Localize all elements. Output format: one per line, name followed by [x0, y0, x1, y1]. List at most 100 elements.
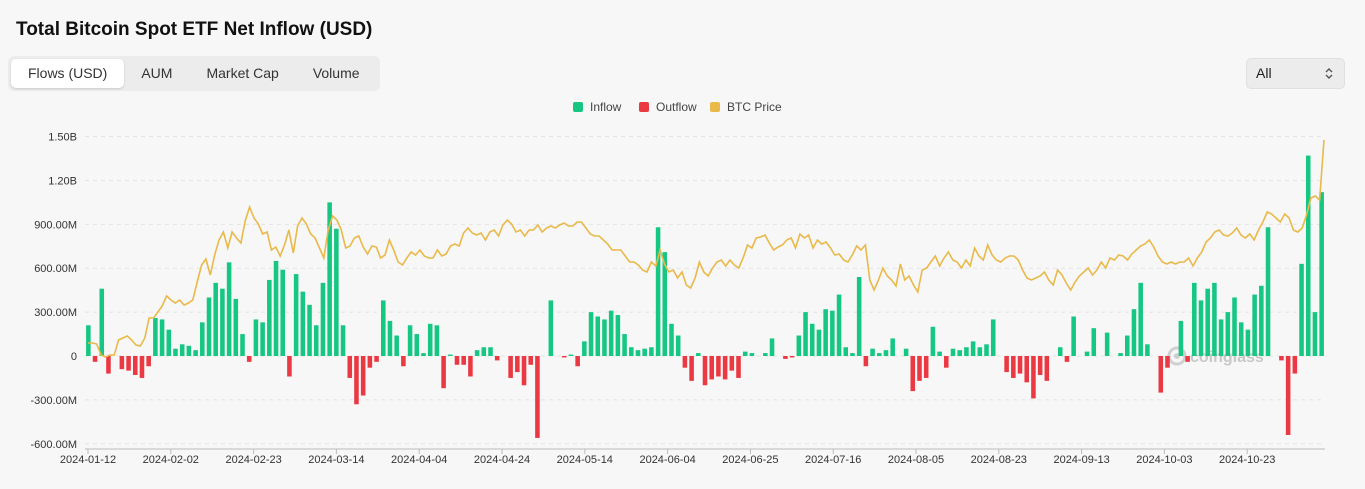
outflow-bar[interactable]: [1024, 356, 1030, 383]
inflow-bar[interactable]: [1057, 347, 1063, 356]
inflow-bar[interactable]: [407, 325, 413, 356]
inflow-bar[interactable]: [883, 350, 889, 356]
inflow-bar[interactable]: [1259, 285, 1264, 356]
outflow-bar[interactable]: [863, 356, 869, 367]
inflow-bar[interactable]: [1131, 309, 1137, 356]
inflow-bar[interactable]: [602, 319, 607, 357]
inflow-bar[interactable]: [856, 277, 862, 356]
outflow-bar[interactable]: [944, 356, 949, 368]
inflow-bar[interactable]: [876, 353, 882, 356]
outflow-bar[interactable]: [917, 356, 922, 381]
inflow-bar[interactable]: [334, 228, 339, 356]
inflow-bar[interactable]: [628, 347, 634, 356]
tab-flows[interactable]: Flows (USD): [11, 59, 125, 88]
inflow-bar[interactable]: [742, 351, 748, 356]
inflow-bar[interactable]: [568, 354, 574, 356]
inflow-bar[interactable]: [850, 353, 855, 356]
inflow-bar[interactable]: [240, 334, 245, 357]
outflow-bar[interactable]: [106, 356, 111, 374]
inflow-bar[interactable]: [166, 329, 172, 356]
outflow-bar[interactable]: [374, 356, 379, 362]
outflow-bar[interactable]: [347, 356, 353, 378]
inflow-bar[interactable]: [159, 319, 165, 357]
outflow-bar[interactable]: [789, 356, 795, 358]
range-select[interactable]: All: [1246, 58, 1345, 89]
inflow-bar[interactable]: [769, 338, 775, 356]
outflow-bar[interactable]: [722, 356, 728, 380]
inflow-bar[interactable]: [1232, 297, 1237, 356]
outflow-bar[interactable]: [1037, 356, 1043, 376]
outflow-bar[interactable]: [1165, 356, 1170, 368]
inflow-bar[interactable]: [340, 325, 346, 356]
inflow-bar[interactable]: [582, 341, 587, 356]
inflow-bar[interactable]: [669, 323, 674, 356]
inflow-bar[interactable]: [1218, 319, 1224, 357]
inflow-bar[interactable]: [957, 350, 962, 356]
outflow-bar[interactable]: [119, 356, 125, 370]
inflow-bar[interactable]: [1319, 192, 1324, 356]
inflow-bar[interactable]: [179, 344, 185, 356]
inflow-bar[interactable]: [655, 227, 661, 356]
inflow-bar[interactable]: [930, 326, 936, 356]
outflow-bar[interactable]: [461, 356, 466, 365]
inflow-bar[interactable]: [675, 335, 681, 356]
inflow-bar[interactable]: [870, 348, 875, 357]
inflow-bar[interactable]: [1205, 288, 1210, 356]
outflow-bar[interactable]: [528, 356, 534, 365]
outflow-bar[interactable]: [1279, 356, 1284, 361]
outflow-bar[interactable]: [146, 356, 151, 367]
legend-label-btc-price[interactable]: BTC Price: [727, 100, 782, 114]
outflow-bar[interactable]: [1044, 356, 1050, 381]
inflow-bar[interactable]: [749, 353, 755, 356]
inflow-bar[interactable]: [213, 282, 218, 356]
inflow-bar[interactable]: [1299, 263, 1304, 356]
outflow-bar[interactable]: [1185, 356, 1190, 362]
outflow-bar[interactable]: [682, 356, 688, 368]
inflow-bar[interactable]: [970, 341, 976, 356]
inflow-bar[interactable]: [307, 304, 312, 357]
outflow-bar[interactable]: [561, 356, 567, 358]
inflow-bar[interactable]: [548, 300, 554, 356]
outflow-bar[interactable]: [1031, 356, 1036, 399]
inflow-bar[interactable]: [823, 309, 828, 356]
outflow-bar[interactable]: [360, 356, 366, 396]
inflow-bar[interactable]: [649, 347, 654, 356]
inflow-bar[interactable]: [481, 347, 487, 356]
inflow-bar[interactable]: [260, 322, 265, 356]
inflow-bar[interactable]: [809, 323, 815, 356]
inflow-bar[interactable]: [293, 274, 299, 356]
inflow-bar[interactable]: [474, 350, 480, 356]
inflow-bar[interactable]: [320, 282, 326, 356]
inflow-bar[interactable]: [1145, 344, 1150, 356]
inflow-bar[interactable]: [186, 345, 192, 356]
inflow-bar[interactable]: [830, 310, 835, 356]
outflow-bar[interactable]: [139, 356, 145, 378]
inflow-bar[interactable]: [153, 317, 158, 356]
outflow-bar[interactable]: [246, 356, 252, 362]
inflow-bar[interactable]: [696, 353, 701, 356]
inflow-bar[interactable]: [280, 269, 286, 356]
inflow-bar[interactable]: [796, 335, 802, 356]
outflow-bar[interactable]: [515, 356, 520, 373]
outflow-bar[interactable]: [729, 356, 735, 371]
inflow-bar[interactable]: [220, 288, 225, 356]
inflow-bar[interactable]: [642, 348, 647, 357]
inflow-bar[interactable]: [903, 348, 909, 357]
inflow-bar[interactable]: [99, 288, 105, 356]
inflow-bar[interactable]: [273, 260, 279, 356]
inflow-bar[interactable]: [984, 344, 989, 356]
inflow-bar[interactable]: [300, 291, 306, 356]
inflow-bar[interactable]: [1238, 322, 1244, 356]
inflow-bar[interactable]: [608, 310, 614, 356]
inflow-bar[interactable]: [588, 312, 594, 356]
outflow-bar[interactable]: [923, 356, 929, 378]
inflow-bar[interactable]: [1124, 335, 1130, 356]
legend-label-outflow[interactable]: Outflow: [656, 100, 697, 114]
inflow-bar[interactable]: [595, 316, 601, 357]
outflow-bar[interactable]: [367, 356, 373, 368]
inflow-bar[interactable]: [890, 338, 895, 356]
inflow-bar[interactable]: [1198, 300, 1204, 356]
outflow-bar[interactable]: [716, 356, 721, 377]
outflow-bar[interactable]: [441, 356, 446, 389]
inflow-bar[interactable]: [843, 347, 849, 356]
